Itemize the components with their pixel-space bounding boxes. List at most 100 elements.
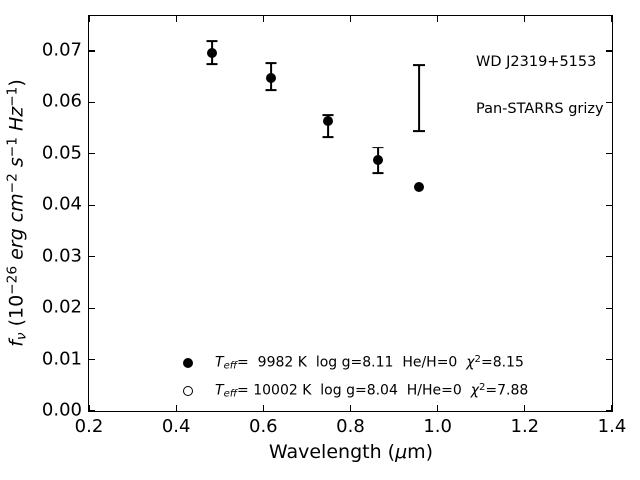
y-major-tick-left bbox=[89, 358, 95, 361]
target-annotation: WD J2319+5153 Pan-STARRS grizy bbox=[476, 24, 604, 148]
x-major-tick-bottom bbox=[524, 405, 526, 411]
plot-area: WD J2319+5153 Pan-STARRS grizy Teff= 998… bbox=[42, 15, 626, 437]
y-major-tick-left bbox=[89, 307, 95, 309]
legend-entry-text-segment: 2 bbox=[479, 382, 486, 394]
y-major-tick-right bbox=[606, 256, 612, 258]
data-point-marker bbox=[323, 116, 334, 127]
y-major-tick-left bbox=[89, 50, 95, 52]
y-tick-label: 0.03 bbox=[41, 245, 82, 267]
x-axis-label-segment: m) bbox=[407, 441, 434, 463]
legend-filled-circle-marker bbox=[183, 358, 193, 368]
x-tick-label: 1.0 bbox=[423, 416, 452, 437]
x-major-tick-bottom bbox=[262, 405, 264, 411]
y-axis-label-segment: erg cm bbox=[5, 193, 28, 260]
y-major-tick-right bbox=[606, 307, 612, 309]
y-major-tick-left bbox=[89, 153, 95, 155]
legend-open-circle-marker bbox=[183, 386, 193, 396]
legend-entry-text-segment: χ bbox=[466, 354, 475, 371]
error-bar-cap-top bbox=[412, 63, 425, 66]
x-tick-label: 1.2 bbox=[510, 416, 540, 437]
y-major-tick-right bbox=[606, 101, 612, 103]
legend-entry-text-segment: 2 bbox=[474, 354, 481, 366]
x-major-tick-bottom bbox=[349, 405, 352, 411]
y-axis-label-segment: f bbox=[5, 340, 28, 347]
y-tick-label: 0.02 bbox=[41, 296, 82, 318]
x-major-tick-bottom bbox=[88, 405, 90, 411]
x-major-tick-top bbox=[88, 16, 90, 22]
error-bar-cap-top bbox=[265, 62, 277, 65]
x-major-tick-top bbox=[437, 16, 439, 22]
y-tick-label: 0.07 bbox=[41, 39, 82, 61]
y-axis-label-segment bbox=[6, 167, 28, 173]
legend-entry: Teff= 9982 K log g=8.11 He/H=0 χ2=8.15 bbox=[183, 349, 528, 377]
y-tick-label: 0.05 bbox=[41, 142, 82, 164]
y-tick-label: 0.04 bbox=[41, 193, 82, 215]
y-axis-label-segment: −1 bbox=[4, 137, 21, 158]
x-major-tick-bottom bbox=[175, 405, 177, 411]
error-bar-cap-top bbox=[206, 40, 218, 43]
data-point-marker bbox=[373, 155, 384, 165]
legend-entry-text-segment: T bbox=[215, 354, 224, 371]
error-bar-cap-bottom bbox=[265, 89, 277, 91]
legend-entry-text-segment: =7.88 bbox=[485, 382, 529, 399]
y-major-tick-left bbox=[89, 204, 95, 206]
legend-entry-text-segment: χ bbox=[470, 382, 479, 399]
y-axis-label-segment: −26 bbox=[4, 265, 21, 295]
x-tick-label: 0.4 bbox=[161, 416, 191, 437]
x-tick-label: 0.2 bbox=[74, 416, 104, 437]
x-major-tick-top bbox=[524, 16, 526, 22]
legend: Teff= 9982 K log g=8.11 He/H=0 χ2=8.15 Te… bbox=[183, 349, 528, 405]
error-bar-cap-bottom bbox=[206, 62, 218, 65]
x-major-tick-bottom bbox=[611, 405, 613, 411]
y-major-tick-right bbox=[606, 410, 612, 412]
data-point-marker bbox=[265, 73, 276, 84]
legend-entry-text: Teff= 9982 K log g=8.11 He/H=0 χ2=8.15 bbox=[215, 354, 524, 372]
x-tick-label: 0.8 bbox=[336, 416, 365, 437]
legend-entry-text-segment: = 9982 K log g=8.11 He/H=0 bbox=[237, 354, 467, 371]
y-major-tick-right bbox=[606, 50, 612, 52]
y-axis-label-segment: Hz bbox=[5, 106, 28, 132]
y-axis-label-segment bbox=[6, 260, 28, 266]
x-major-tick-top bbox=[175, 16, 177, 22]
y-axis-label-segment: (10 bbox=[5, 294, 28, 333]
data-point-marker bbox=[207, 48, 218, 59]
legend-entry: Teff= 10002 K log g=8.04 H/He=0 χ2=7.88 bbox=[183, 377, 528, 405]
y-major-tick-right bbox=[606, 153, 612, 155]
y-major-tick-right bbox=[606, 358, 612, 361]
legend-entry-text-segment: = 10002 K log g=8.04 H/He=0 bbox=[237, 382, 471, 399]
y-axis-label: fν (10−26 erg cm−2 s−1 Hz−1) bbox=[4, 79, 29, 347]
legend-entry-text-segment: eff bbox=[223, 388, 238, 400]
y-major-tick-left bbox=[89, 101, 95, 103]
y-axis-label-segment: ) bbox=[5, 79, 28, 87]
x-major-tick-top bbox=[349, 16, 352, 22]
x-axis-label-segment: Wavelength ( bbox=[268, 441, 396, 463]
y-axis-label-segment bbox=[6, 131, 28, 137]
data-point-marker bbox=[413, 181, 424, 192]
y-tick-label: 0.01 bbox=[41, 348, 82, 370]
y-major-tick-left bbox=[89, 256, 95, 258]
x-major-tick-top bbox=[262, 16, 264, 22]
y-axis-label-segment: ν bbox=[13, 332, 30, 341]
y-major-tick-left bbox=[89, 410, 95, 412]
x-axis-label-segment: μ bbox=[395, 441, 408, 463]
x-major-tick-top bbox=[611, 16, 613, 22]
x-tick-label: 0.6 bbox=[249, 416, 278, 437]
target-name: WD J2319+5153 bbox=[476, 54, 597, 70]
legend-entry-text: Teff= 10002 K log g=8.04 H/He=0 χ2=7.88 bbox=[215, 382, 528, 400]
y-tick-label: 0.06 bbox=[41, 91, 82, 113]
y-tick-label: 0.00 bbox=[41, 399, 82, 421]
y-axis-label-segment: −2 bbox=[4, 173, 21, 194]
error-bar-cap-bottom bbox=[322, 135, 334, 138]
error-bar-cap-bottom bbox=[412, 130, 425, 133]
legend-entry-text-segment: eff bbox=[223, 360, 238, 372]
x-tick-label: 1.4 bbox=[597, 416, 627, 437]
y-major-tick-right bbox=[606, 204, 612, 206]
x-axis-label: Wavelength (μm) bbox=[269, 441, 433, 463]
error-bar-cap-top bbox=[322, 114, 334, 117]
x-major-tick-bottom bbox=[437, 405, 439, 411]
error-bar-line bbox=[418, 64, 420, 132]
survey-name: Pan-STARRS grizy bbox=[476, 100, 604, 117]
error-bar-cap-top bbox=[372, 146, 384, 149]
y-axis-label-segment: −1 bbox=[4, 86, 21, 107]
